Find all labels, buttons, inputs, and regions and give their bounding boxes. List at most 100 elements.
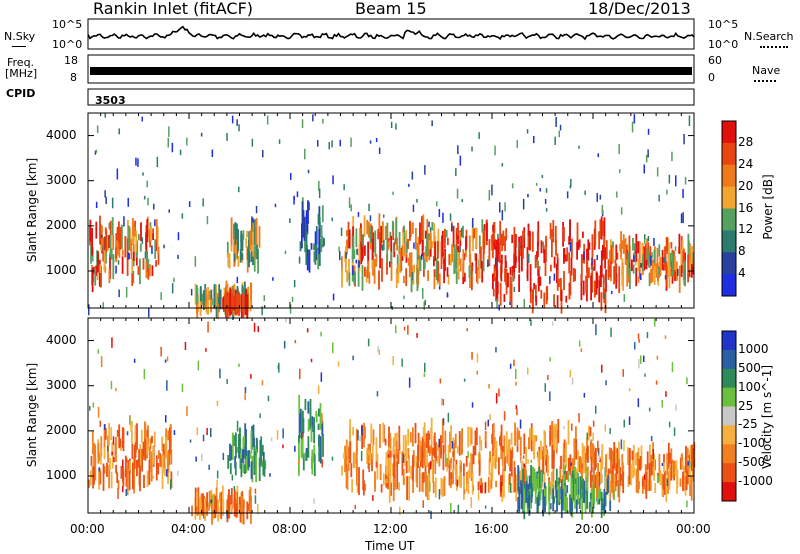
echo-276 <box>249 452 252 459</box>
sparse-echo-97 <box>472 218 474 228</box>
echo-661 <box>514 422 516 446</box>
echo-202 <box>208 290 211 301</box>
sparse-echo-119 <box>426 247 428 253</box>
sparse-echo-99 <box>442 399 445 406</box>
echo-735 <box>492 225 494 232</box>
sparse-echo-17 <box>504 202 506 212</box>
echo-671 <box>555 423 558 449</box>
echo-447 <box>358 467 360 495</box>
echo-109 <box>133 226 136 237</box>
echo-512 <box>398 231 401 253</box>
echo-370 <box>445 229 448 238</box>
sparse-echo-122 <box>226 511 228 519</box>
echo-1041 <box>666 453 669 476</box>
echo-529 <box>457 245 460 253</box>
echo-306 <box>301 201 304 226</box>
echo-861 <box>557 484 560 502</box>
echo-149 <box>200 493 203 508</box>
echo-72 <box>131 443 134 459</box>
echo-817 <box>610 245 613 264</box>
echo-7 <box>88 479 90 488</box>
echo-926 <box>690 475 693 501</box>
sparse-echo-17 <box>544 488 546 497</box>
echo-599 <box>501 233 503 251</box>
echo-74 <box>139 465 141 492</box>
echo-631 <box>520 235 522 248</box>
echo-584 <box>551 229 553 238</box>
echo-552 <box>367 443 370 469</box>
echo-835 <box>668 242 670 261</box>
echo-255 <box>260 436 263 463</box>
colorbar-1-swatch-4 <box>722 406 736 426</box>
echo-539 <box>425 246 427 257</box>
echo-679 <box>551 238 553 258</box>
sparse-echo-111 <box>216 400 219 407</box>
echo-38 <box>116 429 119 437</box>
ytick-1-3: 4000 <box>46 332 77 347</box>
echo-73 <box>128 225 130 250</box>
echo-305 <box>298 394 301 414</box>
sparse-echo-137 <box>538 266 541 270</box>
echo-748 <box>522 230 524 259</box>
echo-1017 <box>633 467 636 477</box>
sparse-echo-235 <box>238 363 240 368</box>
sparse-echo-37 <box>461 199 463 203</box>
sparse-echo-225 <box>424 362 426 373</box>
colorbar-0-tick-6: 4 <box>738 266 746 281</box>
echo-674 <box>590 439 593 457</box>
echo-502 <box>344 445 346 473</box>
sparse-echo-214 <box>620 207 623 215</box>
echo-204 <box>233 489 236 517</box>
echo-604 <box>571 238 573 258</box>
sparse-echo-137 <box>637 333 640 339</box>
sparse-echo-66 <box>640 263 642 268</box>
echo-930 <box>646 470 649 492</box>
echo-709 <box>565 441 567 469</box>
echo-430 <box>356 483 359 493</box>
sparse-echo-73 <box>122 485 124 493</box>
echo-655 <box>600 250 603 278</box>
echo-718 <box>574 268 576 281</box>
echo-563 <box>481 219 484 233</box>
sparse-echo-57 <box>259 413 261 419</box>
sparse-echo-54 <box>503 411 506 421</box>
echo-63 <box>126 258 129 276</box>
sparse-echo-166 <box>657 475 659 484</box>
echo-874 <box>589 492 592 500</box>
echo-824 <box>600 491 603 518</box>
echo-630 <box>593 259 596 271</box>
cpid-value: 3503 <box>95 94 126 107</box>
echo-44 <box>150 458 153 482</box>
echo-267 <box>250 228 253 244</box>
noise-left-tick-top: 10^5 <box>52 18 83 31</box>
echo-332 <box>320 225 323 245</box>
sparse-echo-8 <box>523 463 526 468</box>
echo-62 <box>109 220 112 247</box>
echo-313 <box>318 408 320 417</box>
ytick-1-0: 1000 <box>46 467 77 482</box>
echo-79 <box>132 271 135 284</box>
echo-870 <box>657 275 659 282</box>
noise-trace <box>87 25 695 41</box>
echo-879 <box>665 236 668 252</box>
colorbar-1-tick-4: -25 <box>738 417 758 432</box>
echo-94 <box>165 437 168 459</box>
sparse-echo-169 <box>484 421 487 431</box>
echo-689 <box>505 261 507 269</box>
nsearch-dots <box>760 46 788 48</box>
echo-83 <box>159 453 162 467</box>
echo-471 <box>393 463 395 480</box>
sparse-echo-114 <box>647 149 649 158</box>
sparse-echo-116 <box>202 198 204 207</box>
sparse-echo-184 <box>684 177 687 185</box>
sparse-echo-181 <box>304 241 306 249</box>
echo-556 <box>430 417 433 446</box>
echo-537 <box>434 458 437 474</box>
echo-559 <box>455 271 458 284</box>
echo-765 <box>522 488 524 513</box>
sparse-echo-108 <box>133 358 136 363</box>
echo-837 <box>670 242 673 249</box>
sparse-echo-94 <box>578 145 580 149</box>
sparse-echo-218 <box>122 459 124 468</box>
echo-48 <box>163 450 166 468</box>
